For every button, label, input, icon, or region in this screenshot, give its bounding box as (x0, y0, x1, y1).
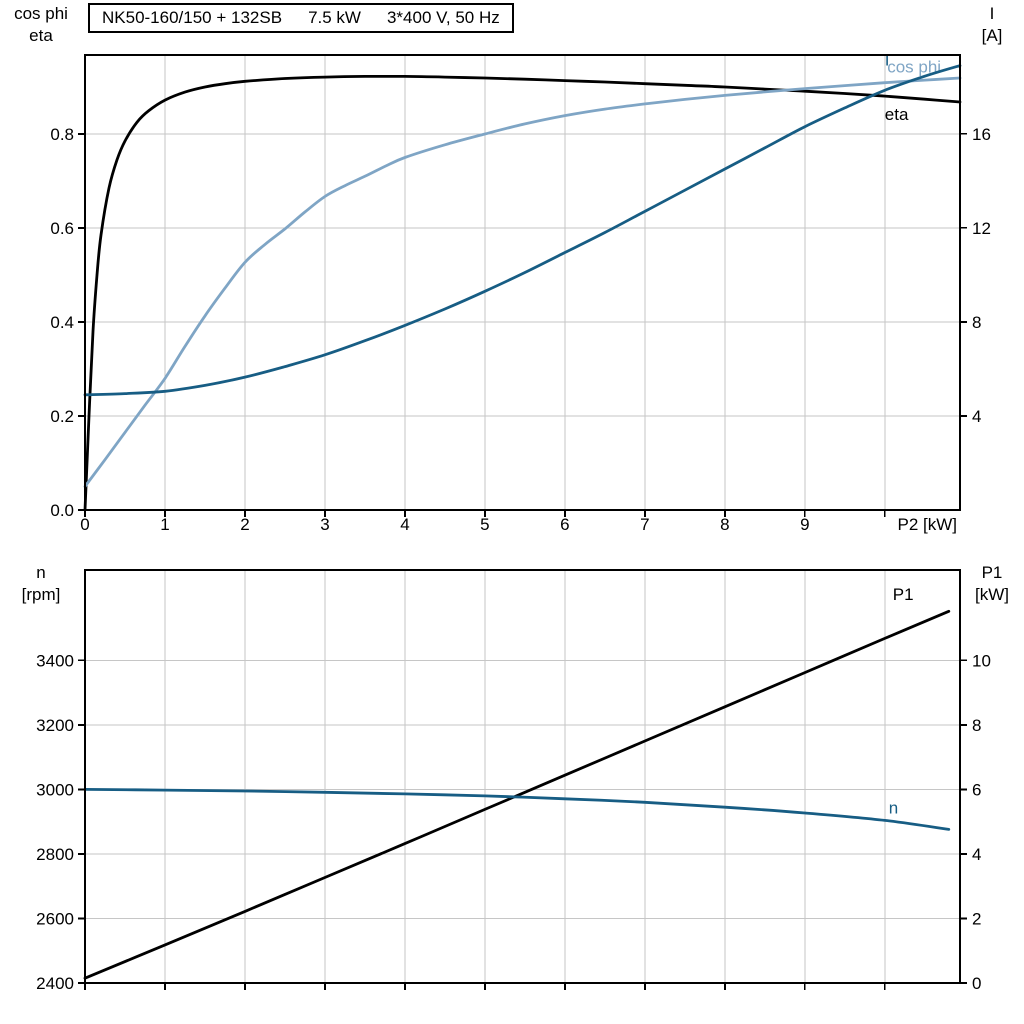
tick-label-left: 2800 (36, 845, 74, 864)
curve-eta (83, 74, 962, 512)
tick-label-x: 9 (800, 515, 809, 534)
title-supply: 3*400 V, 50 Hz (386, 8, 500, 27)
tick-label-right: 0 (972, 974, 981, 993)
tick-label-x: 8 (720, 515, 729, 534)
top-right-axis-title: I [A] (964, 3, 1020, 47)
top-right-axis-title-line2: [A] (981, 26, 1003, 45)
top-left-axis-title-line1: cos phi (14, 4, 68, 23)
tick-label-left: 0.4 (50, 313, 74, 332)
tick-label-x: 0 (80, 515, 89, 534)
curve-label-eta: eta (885, 105, 909, 124)
title-model: NK50-160/150 + 132SB (102, 8, 283, 27)
plot-border (84, 569, 961, 984)
bottom-right-axis-title-line1: P1 (981, 563, 1003, 582)
tick-label-right: 8 (972, 716, 981, 735)
tick-label-right: 12 (972, 219, 991, 238)
curve-I (83, 64, 962, 397)
tick-label-right: 4 (972, 845, 981, 864)
tick-label-x: 6 (560, 515, 569, 534)
bottom-left-axis-title-line1: n (36, 563, 46, 582)
tick-label-left: 0.2 (50, 407, 74, 426)
curve-label-cos-phi: cos phi (887, 57, 941, 76)
curve-n (83, 788, 951, 831)
tick-label-left: 3200 (36, 716, 74, 735)
bottom-left-axis-title-line2: [rpm] (21, 585, 61, 604)
tick-label-right: 10 (972, 651, 991, 670)
curve-label-I: I (885, 51, 890, 70)
tick-label-right: 4 (972, 407, 981, 426)
tick-label-left: 2400 (36, 974, 74, 993)
tick-label-x: 1 (160, 515, 169, 534)
tick-label-left: 3000 (36, 780, 74, 799)
top-right-axis-title-line1: I (989, 4, 995, 23)
tick-label-x: 7 (640, 515, 649, 534)
top-left-axis-title: cos phi eta (2, 3, 80, 47)
tick-label-left: 0.8 (50, 125, 74, 144)
curve-cos-phi (83, 76, 962, 488)
tick-label-left: 0.6 (50, 219, 74, 238)
bottom-right-axis-title-line2: [kW] (975, 585, 1009, 604)
tick-label-right: 16 (972, 125, 991, 144)
chart-title-box: NK50-160/150 + 132SB 7.5 kW 3*400 V, 50 … (88, 3, 514, 33)
curve-label-n: n (889, 799, 898, 818)
tick-label-right: 2 (972, 909, 981, 928)
tick-label-right: 8 (972, 313, 981, 332)
tick-label-x: 4 (400, 515, 409, 534)
bottom-left-axis-title: n [rpm] (2, 562, 80, 606)
curve-P1 (83, 609, 951, 980)
tick-label-x: 3 (320, 515, 329, 534)
tick-label-left: 2600 (36, 909, 74, 928)
tick-label-x: 2 (240, 515, 249, 534)
plot-border (84, 54, 961, 511)
curve-label-P1: P1 (893, 585, 914, 604)
tick-label-x: 5 (480, 515, 489, 534)
tick-label-right: 6 (972, 780, 981, 799)
tick-label-left: 3400 (36, 651, 74, 670)
title-power: 7.5 kW (308, 8, 361, 27)
tick-label-left: 0.0 (50, 501, 74, 520)
x-axis-label: P2 [kW] (897, 515, 957, 534)
top-left-axis-title-line2: eta (29, 26, 53, 45)
bottom-right-axis-title: P1 [kW] (964, 562, 1020, 606)
